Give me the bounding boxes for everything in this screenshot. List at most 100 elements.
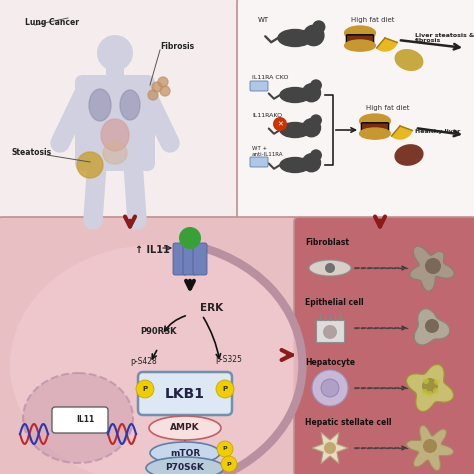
Text: P: P — [143, 386, 147, 392]
Circle shape — [97, 35, 133, 71]
Ellipse shape — [101, 119, 129, 151]
Ellipse shape — [280, 88, 310, 102]
FancyBboxPatch shape — [250, 81, 268, 91]
Circle shape — [302, 84, 320, 102]
FancyBboxPatch shape — [316, 320, 344, 342]
Text: High fat diet: High fat diet — [351, 17, 395, 23]
Ellipse shape — [23, 373, 133, 463]
Ellipse shape — [360, 114, 391, 128]
FancyBboxPatch shape — [361, 123, 389, 135]
Circle shape — [425, 319, 439, 333]
Circle shape — [324, 442, 336, 454]
Text: IL11RA CKO: IL11RA CKO — [252, 75, 289, 80]
Text: Hepatocyte: Hepatocyte — [305, 358, 355, 367]
Circle shape — [321, 379, 339, 397]
Text: ERK: ERK — [200, 303, 223, 313]
Circle shape — [313, 21, 325, 33]
Circle shape — [273, 117, 287, 131]
Text: P: P — [222, 386, 228, 392]
Text: P: P — [227, 462, 231, 466]
FancyBboxPatch shape — [106, 66, 124, 85]
Ellipse shape — [10, 245, 300, 474]
Ellipse shape — [280, 122, 310, 137]
Circle shape — [217, 441, 233, 457]
Ellipse shape — [278, 29, 312, 46]
Circle shape — [311, 115, 321, 126]
Text: Lung Cancer: Lung Cancer — [25, 18, 79, 27]
Ellipse shape — [89, 89, 111, 121]
Ellipse shape — [395, 145, 423, 165]
Polygon shape — [414, 309, 450, 345]
FancyBboxPatch shape — [237, 0, 474, 223]
Text: P90RSK: P90RSK — [140, 328, 176, 337]
FancyBboxPatch shape — [0, 0, 243, 223]
Polygon shape — [410, 246, 454, 291]
Text: Fibroblast: Fibroblast — [305, 238, 349, 247]
Circle shape — [427, 391, 433, 397]
Circle shape — [303, 25, 324, 46]
FancyBboxPatch shape — [0, 217, 300, 474]
Ellipse shape — [120, 90, 140, 120]
Ellipse shape — [309, 260, 351, 276]
FancyBboxPatch shape — [294, 217, 474, 474]
Text: IL11: IL11 — [76, 416, 94, 425]
Wedge shape — [377, 38, 397, 51]
Circle shape — [323, 325, 337, 339]
Circle shape — [160, 86, 170, 96]
FancyBboxPatch shape — [173, 243, 187, 275]
Text: mTOR: mTOR — [170, 448, 200, 457]
Circle shape — [422, 378, 438, 394]
Ellipse shape — [360, 128, 391, 139]
FancyBboxPatch shape — [193, 243, 207, 275]
Text: Steatosis: Steatosis — [12, 148, 52, 157]
Polygon shape — [406, 426, 453, 471]
Ellipse shape — [345, 40, 375, 51]
Ellipse shape — [149, 416, 221, 440]
Polygon shape — [312, 432, 348, 464]
Ellipse shape — [150, 442, 220, 464]
Circle shape — [302, 154, 320, 172]
Circle shape — [136, 380, 154, 398]
Text: ✕: ✕ — [277, 121, 283, 127]
Text: AMPK: AMPK — [170, 423, 200, 432]
Circle shape — [148, 90, 158, 100]
Ellipse shape — [103, 142, 127, 164]
Text: p-S428: p-S428 — [130, 357, 157, 366]
Text: Epithelial cell: Epithelial cell — [305, 298, 364, 307]
Circle shape — [422, 389, 428, 395]
Circle shape — [158, 77, 168, 87]
Circle shape — [423, 439, 437, 453]
Circle shape — [77, 152, 103, 178]
Text: P: P — [223, 447, 228, 452]
Circle shape — [434, 379, 440, 385]
Text: Liver steatosis &
fibrosis: Liver steatosis & fibrosis — [415, 33, 474, 44]
Text: Hepatic stellate cell: Hepatic stellate cell — [305, 418, 392, 427]
Text: Fibrosis: Fibrosis — [160, 42, 194, 51]
Circle shape — [302, 119, 320, 137]
Circle shape — [179, 227, 201, 249]
Text: WT: WT — [258, 17, 269, 23]
Text: P70S6K: P70S6K — [165, 464, 204, 473]
Ellipse shape — [146, 457, 224, 474]
Polygon shape — [407, 365, 454, 411]
FancyBboxPatch shape — [250, 157, 268, 167]
Circle shape — [433, 388, 439, 394]
FancyBboxPatch shape — [138, 372, 232, 415]
Text: High fat diet: High fat diet — [366, 105, 410, 111]
Ellipse shape — [395, 50, 423, 70]
Circle shape — [325, 263, 335, 273]
Ellipse shape — [345, 26, 375, 40]
FancyBboxPatch shape — [52, 407, 108, 433]
Circle shape — [312, 370, 348, 406]
Ellipse shape — [280, 157, 310, 173]
Text: Healthy liver: Healthy liver — [415, 129, 460, 135]
Text: IL11RAKO: IL11RAKO — [252, 113, 282, 118]
Text: p-S325: p-S325 — [215, 356, 242, 365]
Circle shape — [423, 378, 429, 384]
Text: ↑ IL11: ↑ IL11 — [135, 245, 170, 255]
Circle shape — [216, 380, 234, 398]
FancyBboxPatch shape — [75, 75, 155, 171]
Circle shape — [152, 82, 162, 92]
Circle shape — [425, 258, 441, 274]
Circle shape — [221, 456, 237, 472]
